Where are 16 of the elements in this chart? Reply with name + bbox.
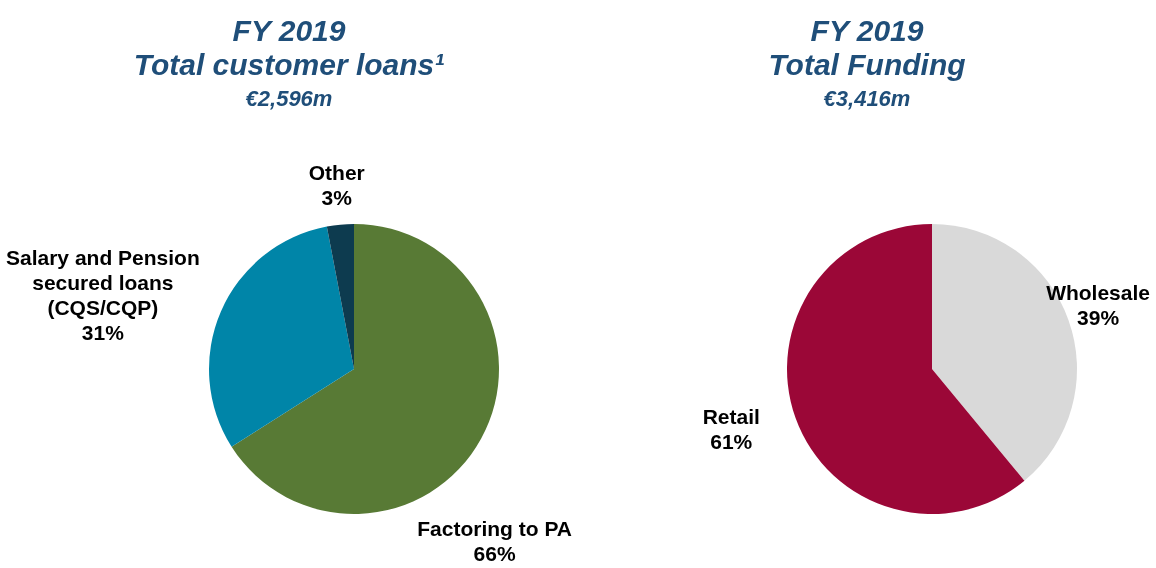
slice-label: Factoring to PA	[417, 516, 572, 540]
chart-title: FY 2019	[809, 13, 925, 48]
chart-subtitle: Total customer loans¹	[132, 48, 446, 82]
data-label: 66%	[473, 541, 516, 565]
data-label: 61%	[710, 430, 753, 454]
data-label: 39%	[1077, 306, 1120, 330]
data-label: 31%	[81, 320, 125, 344]
slice-label: Other	[308, 161, 365, 185]
slice-label: Wholesale	[1046, 281, 1151, 305]
data-label: 3%	[321, 186, 353, 210]
slice-label: Retail	[702, 405, 760, 429]
text: €2,596m	[244, 86, 334, 112]
slice-label: Salary and Pension secured loans (CQS/CQP)	[5, 245, 200, 319]
text: €3,416m	[822, 86, 912, 112]
chart-subtitle: Total Funding	[767, 48, 967, 82]
chart-title: FY 2019	[231, 13, 347, 48]
